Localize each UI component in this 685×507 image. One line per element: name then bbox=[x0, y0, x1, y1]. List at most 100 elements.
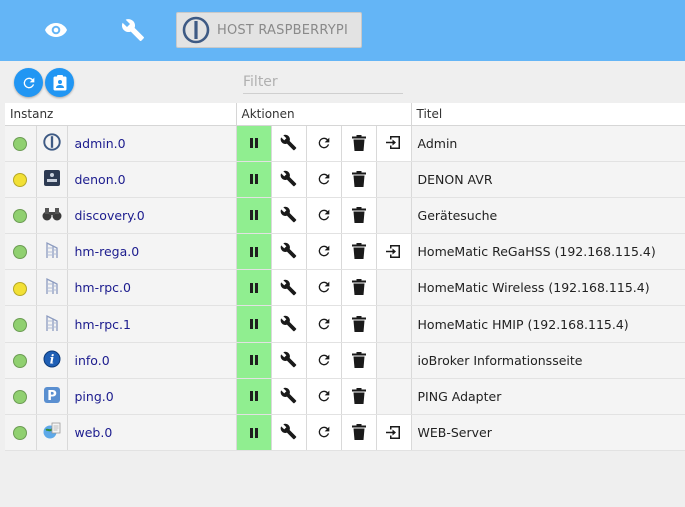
pause-icon[interactable] bbox=[244, 350, 264, 370]
table-row-hm-rega-0: hm-rega.0 HomeMatic ReGaHSS (192.168.115… bbox=[5, 233, 685, 271]
trash-icon[interactable] bbox=[349, 241, 369, 261]
status-indicator bbox=[13, 353, 28, 368]
pause-icon[interactable] bbox=[244, 169, 264, 189]
svg-text:i: i bbox=[49, 352, 54, 366]
restart-icon[interactable] bbox=[314, 277, 334, 297]
trash-icon[interactable] bbox=[349, 277, 369, 297]
host-label: HOST RASPBERRYPI bbox=[217, 22, 349, 38]
open-link-button[interactable] bbox=[376, 125, 412, 162]
instance-title: DENON AVR bbox=[411, 161, 685, 198]
trash-icon[interactable] bbox=[349, 314, 369, 334]
clipboard-button[interactable] bbox=[45, 68, 74, 97]
binoculars-icon bbox=[42, 207, 62, 225]
pause-icon[interactable] bbox=[244, 314, 264, 334]
instance-title: Admin bbox=[411, 125, 685, 162]
info-icon: i bbox=[43, 350, 61, 371]
wrench-icon[interactable] bbox=[279, 132, 299, 152]
trash-icon[interactable] bbox=[349, 422, 369, 442]
table-row-admin-0: admin.0 Admin bbox=[5, 125, 685, 162]
header-instanz: Instanz bbox=[5, 103, 237, 126]
restart-icon[interactable] bbox=[314, 350, 334, 370]
host-button[interactable]: HOST RASPBERRYPI bbox=[176, 12, 362, 48]
pause-icon[interactable] bbox=[244, 423, 264, 443]
instance-name: ping.0 bbox=[67, 378, 237, 416]
instance-name: hm-rpc.1 bbox=[67, 305, 237, 343]
status-indicator bbox=[13, 173, 28, 188]
instance-name: info.0 bbox=[67, 342, 237, 379]
instance-title: PING Adapter bbox=[411, 378, 685, 416]
restart-icon[interactable] bbox=[314, 314, 334, 334]
refresh-icon bbox=[23, 77, 34, 88]
wrench-icon[interactable] bbox=[279, 277, 299, 297]
restart-icon[interactable] bbox=[314, 169, 334, 189]
svg-text:P: P bbox=[47, 389, 57, 404]
instance-title: HomeMatic HMIP (192.168.115.4) bbox=[411, 305, 685, 343]
pause-icon[interactable] bbox=[244, 205, 264, 225]
trash-icon[interactable] bbox=[349, 133, 369, 153]
status-indicator bbox=[13, 426, 28, 441]
table-row-web-0: web.0 WEB-Server bbox=[5, 414, 685, 452]
status-indicator bbox=[13, 245, 28, 260]
wrench-icon[interactable] bbox=[279, 241, 299, 261]
pause-icon[interactable] bbox=[244, 133, 264, 153]
table-row-denon-0: denon.0 DENON AVR bbox=[5, 161, 685, 198]
ping-icon: P bbox=[43, 386, 61, 407]
instance-title: ioBroker Informationsseite bbox=[411, 342, 685, 379]
restart-icon[interactable] bbox=[314, 422, 334, 442]
table-row-hm-rpc-1: hm-rpc.1 HomeMatic HMIP (192.168.115.4) bbox=[5, 305, 685, 343]
instance-title: HomeMatic Wireless (192.168.115.4) bbox=[411, 269, 685, 307]
restart-icon[interactable] bbox=[314, 205, 334, 225]
wrench-icon[interactable] bbox=[279, 313, 299, 333]
trash-icon[interactable] bbox=[349, 205, 369, 225]
instance-name: denon.0 bbox=[67, 161, 237, 198]
wrench-icon[interactable] bbox=[279, 386, 299, 406]
pause-icon[interactable] bbox=[244, 386, 264, 406]
instance-title: WEB-Server bbox=[411, 414, 685, 452]
instance-title: Gerätesuche bbox=[411, 197, 685, 235]
open-link-icon[interactable] bbox=[384, 133, 404, 153]
table-row-ping-0: P ping.0 PING Adapter bbox=[5, 378, 685, 416]
trash-icon[interactable] bbox=[349, 386, 369, 406]
open-link-icon[interactable] bbox=[384, 422, 404, 442]
trash-icon[interactable] bbox=[349, 350, 369, 370]
open-link-button[interactable] bbox=[376, 233, 412, 271]
header-aktionen: Aktionen bbox=[236, 103, 412, 126]
denon-icon bbox=[43, 169, 61, 190]
instance-name: discovery.0 bbox=[67, 197, 237, 235]
top-bar: HOST RASPBERRYPI bbox=[0, 0, 685, 61]
status-indicator bbox=[13, 317, 28, 332]
status-indicator bbox=[13, 209, 28, 224]
refresh-button[interactable] bbox=[14, 68, 43, 97]
pause-icon[interactable] bbox=[244, 242, 264, 262]
status-indicator bbox=[13, 281, 28, 296]
wrench-icon[interactable] bbox=[279, 205, 299, 225]
restart-icon[interactable] bbox=[314, 241, 334, 261]
table-row-discovery-0: discovery.0 Gerätesuche bbox=[5, 197, 685, 235]
eye-icon[interactable] bbox=[41, 15, 71, 45]
web-icon bbox=[42, 422, 62, 443]
instances-table: Instanz Aktionen Titel admin.0 Admin den… bbox=[5, 103, 685, 452]
status-indicator bbox=[13, 136, 28, 151]
open-link-icon[interactable] bbox=[384, 241, 404, 261]
wrench-icon[interactable] bbox=[279, 169, 299, 189]
filter-input[interactable] bbox=[243, 70, 403, 94]
homematic-icon bbox=[44, 278, 60, 298]
instance-name: hm-rega.0 bbox=[67, 233, 237, 271]
wrench-icon[interactable] bbox=[279, 422, 299, 442]
iobroker-logo-icon bbox=[42, 132, 61, 154]
iobroker-logo-icon bbox=[181, 15, 211, 45]
instance-name: admin.0 bbox=[67, 125, 237, 162]
clipboard-icon bbox=[53, 74, 66, 90]
open-link-button[interactable] bbox=[376, 414, 412, 452]
table-row-hm-rpc-0: hm-rpc.0 HomeMatic Wireless (192.168.115… bbox=[5, 269, 685, 307]
trash-icon[interactable] bbox=[349, 169, 369, 189]
wrench-icon[interactable] bbox=[279, 349, 299, 369]
status-indicator bbox=[13, 390, 28, 405]
table-header: Instanz Aktionen Titel bbox=[5, 103, 685, 126]
restart-icon[interactable] bbox=[314, 133, 334, 153]
table-row-info-0: i info.0 ioBroker Informationsseite bbox=[5, 342, 685, 379]
wrench-icon[interactable] bbox=[118, 15, 148, 45]
restart-icon[interactable] bbox=[314, 386, 334, 406]
instance-name: web.0 bbox=[67, 414, 237, 452]
pause-icon[interactable] bbox=[244, 278, 264, 298]
